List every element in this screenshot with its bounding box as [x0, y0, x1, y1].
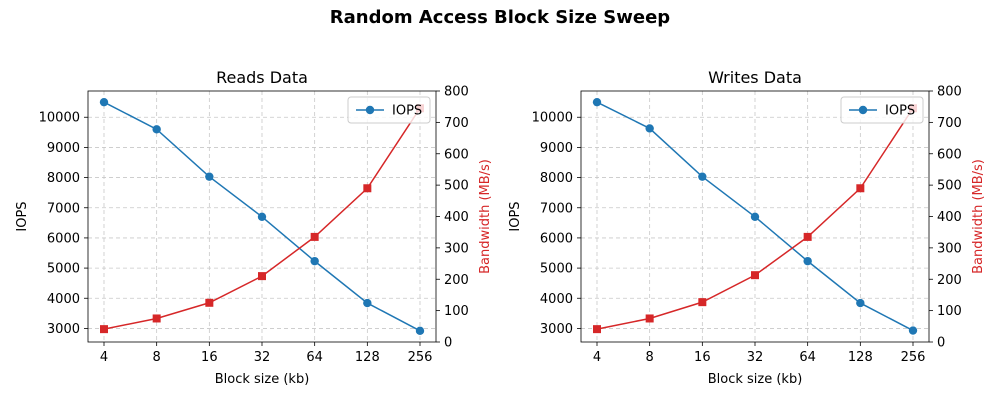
legend-box [840, 96, 924, 124]
x-tick-label: 32 [747, 350, 764, 365]
data-point-bandwidth [363, 184, 372, 193]
legend: IOPS [840, 96, 924, 124]
x-axis-label: Block size (kb) [215, 372, 310, 387]
chart-title: Writes Data [708, 68, 802, 87]
y-axis-label-right: Bandwidth (MB/s) [971, 159, 986, 274]
y-tick-label-left: 9000 [47, 141, 80, 156]
y-tick-label-left: 4000 [47, 292, 80, 307]
y-axis-label-right: Bandwidth (MB/s) [478, 159, 493, 274]
x-tick-label: 256 [901, 350, 926, 365]
data-point-iops [99, 97, 109, 107]
data-point-bandwidth [152, 314, 161, 323]
data-point-iops [698, 172, 707, 181]
data-point-bandwidth [258, 272, 266, 281]
data-point-iops [310, 256, 319, 266]
data-point-bandwidth [593, 325, 601, 334]
y-tick-label-right: 500 [937, 179, 962, 194]
y-tick-label-left: 7000 [540, 201, 573, 216]
y-axis-label-left: IOPS [508, 201, 523, 231]
y-tick-label-left: 3000 [47, 322, 80, 337]
x-axis-label: Block size (kb) [708, 372, 803, 387]
y-tick-label-right: 700 [937, 116, 962, 131]
y-tick-label-right: 100 [444, 304, 469, 319]
data-point-bandwidth [100, 325, 108, 334]
data-point-bandwidth [856, 184, 865, 193]
data-point-iops [205, 172, 214, 181]
chart-panel-1: 4 8 16 32 64 128 25630004000500060007000800090… [15, 68, 493, 387]
y-tick-label-left: 5000 [540, 262, 573, 277]
y-tick-label-right: 200 [937, 273, 962, 288]
data-point-bandwidth [310, 232, 319, 241]
data-point-iops [803, 256, 812, 266]
y-tick-label-right: 500 [444, 179, 469, 194]
data-point-bandwidth [803, 232, 812, 241]
x-tick-label: 8 [646, 350, 654, 365]
data-point-iops [856, 298, 865, 308]
x-tick-label: 16 [694, 350, 711, 365]
x-tick-label: 8 [153, 350, 161, 365]
y-tick-label-right: 600 [444, 147, 469, 162]
x-tick-label: 16 [201, 350, 218, 365]
y-tick-label-left: 10000 [39, 111, 80, 126]
x-tick-label: 32 [254, 350, 271, 365]
figure-title: Random Access Block Size Sweep [330, 7, 671, 28]
x-tick-label: 4 [593, 350, 601, 365]
y-tick-label-right: 700 [444, 116, 469, 131]
y-tick-label-left: 7000 [47, 201, 80, 216]
y-tick-label-right: 300 [444, 241, 469, 256]
legend-marker-iops [858, 105, 868, 115]
y-tick-label-left: 5000 [47, 262, 80, 277]
data-point-iops [415, 326, 425, 336]
y-tick-label-right: 800 [937, 85, 962, 100]
y-tick-label-right: 300 [937, 241, 962, 256]
y-tick-label-right: 0 [444, 336, 452, 351]
y-tick-label-left: 10000 [532, 111, 573, 126]
data-point-iops [645, 124, 654, 133]
data-point-iops [152, 125, 161, 134]
x-tick-label: 4 [100, 350, 108, 365]
y-axis-label-left: IOPS [15, 201, 30, 231]
legend: IOPS [347, 96, 431, 124]
y-tick-label-right: 400 [937, 210, 962, 225]
data-point-iops [750, 212, 760, 222]
y-tick-label-right: 200 [444, 273, 469, 288]
x-tick-label: 128 [355, 350, 380, 365]
y-tick-label-left: 4000 [540, 292, 573, 307]
y-tick-label-right: 800 [444, 85, 469, 100]
legend-label: IOPS [885, 104, 915, 119]
y-tick-label-right: 400 [444, 210, 469, 225]
data-point-bandwidth [205, 298, 214, 307]
y-tick-label-left: 9000 [540, 141, 573, 156]
x-tick-label: 64 [306, 350, 323, 365]
data-point-iops [257, 212, 267, 222]
charts-container: 4 8 16 32 64 128 25630004000500060007000800090… [15, 68, 986, 387]
y-tick-label-left: 8000 [47, 171, 80, 186]
x-tick-label: 256 [408, 350, 433, 365]
legend-label: IOPS [392, 104, 422, 119]
chart-panel-2: 4 8 16 32 64 128 25630004000500060007000800090… [508, 68, 986, 387]
data-point-iops [592, 97, 602, 107]
y-tick-label-right: 600 [937, 147, 962, 162]
legend-box [347, 96, 431, 124]
grid-lines [581, 91, 929, 342]
y-tick-label-left: 8000 [540, 171, 573, 186]
x-tick-label: 64 [799, 350, 816, 365]
data-point-bandwidth [751, 271, 759, 280]
legend-marker-iops [365, 105, 375, 115]
y-tick-label-right: 0 [937, 336, 945, 351]
series-iops [99, 97, 425, 336]
y-tick-label-left: 3000 [540, 322, 573, 337]
data-point-bandwidth [645, 314, 654, 323]
series-iops [592, 97, 918, 335]
chart-title: Reads Data [216, 68, 308, 87]
x-tick-label: 128 [848, 350, 873, 365]
data-point-iops [363, 298, 372, 308]
data-point-iops [908, 326, 918, 335]
y-tick-label-left: 6000 [47, 231, 80, 246]
data-point-bandwidth [698, 298, 707, 307]
y-tick-label-right: 100 [937, 304, 962, 319]
y-tick-label-left: 6000 [540, 231, 573, 246]
